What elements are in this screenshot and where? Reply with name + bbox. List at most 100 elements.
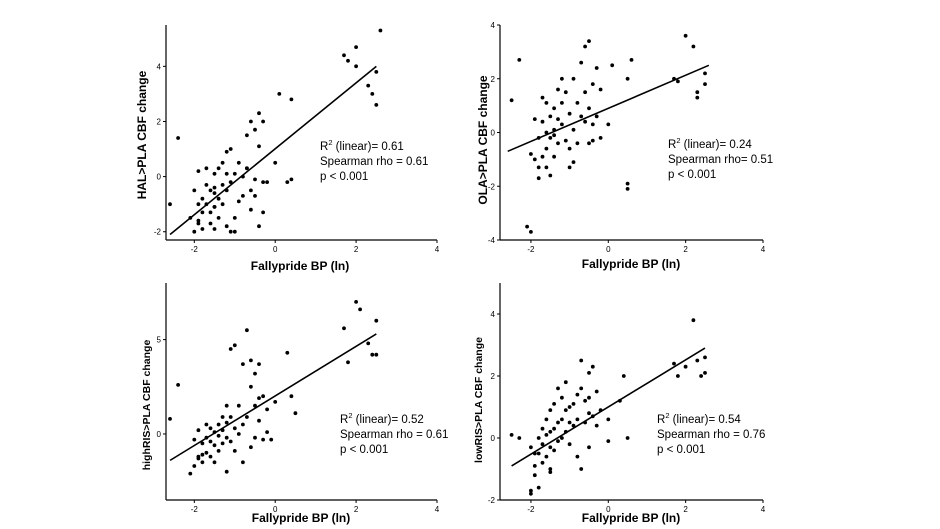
ola-r2-label: R — [668, 139, 676, 151]
ola-data-point — [598, 136, 603, 140]
highris-data-point — [212, 460, 217, 465]
hal-data-point — [354, 45, 358, 49]
ola-data-point — [560, 122, 564, 127]
lowris-data-point — [571, 402, 576, 406]
hal-x-tick-label: 4 — [435, 245, 440, 254]
lowris-data-point — [509, 433, 514, 437]
highris-data-point — [253, 403, 257, 408]
lowris-data-point — [571, 423, 576, 428]
hal-data-point — [236, 199, 241, 204]
lowris-data-point — [529, 488, 533, 493]
hal-data-point — [196, 221, 201, 226]
highris-data-point — [196, 428, 201, 433]
hal-x-tick-label: 0 — [273, 245, 278, 254]
ola-ticks: -2 0 2 4 -4 -2 0 2 4 — [488, 21, 766, 254]
highris-data-point — [265, 430, 269, 434]
highris-data-point — [346, 360, 350, 365]
ola-data-point — [594, 114, 599, 119]
lowris-rho-text: Spearman rho = 0.76 — [657, 429, 765, 441]
highris-data-point — [200, 441, 205, 446]
panel-highris: -2 0 2 4 0 5 Fallypride BP (ln) highRIS>PLA C… — [141, 283, 448, 525]
highris-data-point — [204, 422, 209, 427]
hal-data-point — [257, 111, 261, 116]
lowris-data-point — [560, 436, 564, 440]
ola-data-point — [575, 101, 580, 105]
hal-data-point — [228, 229, 233, 234]
hal-data-point — [200, 196, 205, 201]
ola-data-point — [583, 90, 587, 95]
highris-data-point — [224, 420, 229, 425]
hal-data-point — [253, 177, 257, 182]
panel-hal: -2 0 2 4 -2 0 2 4 Fallypride BP (ln) HAL>PLA CB… — [135, 25, 440, 273]
ola-data-point — [563, 90, 568, 95]
ola-data-point — [567, 165, 572, 170]
lowris-x-tick-label: -2 — [527, 505, 535, 514]
lowris-data-point — [587, 395, 591, 400]
ola-data-point — [552, 154, 556, 159]
hal-data-point — [192, 229, 197, 234]
ola-data-point — [529, 230, 533, 234]
hal-y-tick-label: 4 — [157, 62, 162, 71]
hal-data-point — [212, 171, 217, 176]
hal-data-point — [200, 210, 205, 215]
ola-r2-text: R2 (linear)= 0.24 — [668, 136, 752, 151]
ola-fit-line — [507, 64, 710, 153]
lowris-data-point — [672, 361, 676, 366]
ola-data-point — [625, 187, 630, 191]
highris-data-point — [208, 426, 213, 431]
highris-x-tick-label: 2 — [354, 505, 359, 514]
lowris-data-point — [567, 420, 572, 425]
lowris-data-point — [590, 364, 595, 369]
hal-data-point — [249, 188, 253, 193]
hal-data-point — [245, 166, 249, 171]
hal-data-point — [265, 180, 269, 185]
highris-data-point — [249, 445, 253, 450]
ola-data-point — [560, 101, 564, 105]
highris-data-point — [253, 435, 257, 440]
ola-data-point — [544, 146, 549, 151]
hal-data-point — [236, 160, 241, 165]
ola-data-point — [606, 122, 611, 127]
hal-data-point — [261, 119, 265, 124]
highris-data-point — [232, 426, 237, 431]
highris-p-text: p < 0.001 — [340, 444, 388, 456]
ola-data-point — [691, 44, 696, 49]
ola-data-point — [552, 106, 556, 111]
hal-data-point — [261, 210, 265, 215]
lowris-data-point — [552, 402, 556, 406]
ola-data-point — [525, 224, 529, 229]
ola-data-point — [625, 181, 630, 186]
ola-data-point — [590, 138, 595, 143]
ola-data-point — [579, 114, 584, 119]
ola-data-point — [567, 146, 572, 151]
hal-data-point — [354, 64, 358, 69]
highris-r2-exp: 2 — [348, 411, 352, 420]
lowris-data-point — [548, 445, 553, 450]
hal-data-point — [212, 185, 217, 190]
lowris-data-point — [529, 491, 533, 496]
highris-data-point — [273, 400, 278, 404]
hal-data-point — [228, 147, 233, 151]
lowris-data-point — [587, 371, 591, 375]
lowris-data-point — [552, 426, 556, 431]
ola-data-point — [590, 122, 595, 127]
highris-data-point — [241, 460, 245, 465]
hal-x-tick-label: -2 — [191, 245, 199, 254]
lowris-y-axis-title: lowRIS>PLA CBF change — [473, 337, 485, 463]
ola-data-point — [587, 106, 591, 111]
highris-data-point — [374, 318, 379, 323]
lowris-data-point — [579, 358, 584, 363]
highris-data-point — [241, 422, 245, 427]
highris-x-tick-label: 4 — [435, 505, 440, 514]
hal-data-point — [220, 160, 225, 165]
hal-ticks: -2 0 2 4 -2 0 2 4 — [154, 62, 440, 254]
hal-data-point — [212, 205, 217, 209]
hal-data-point — [285, 180, 290, 185]
hal-r2-label: R — [320, 141, 328, 153]
highris-y-axis-title: highRIS>PLA CBF change — [141, 340, 153, 471]
highris-rho-text: Spearman rho = 0.61 — [340, 429, 448, 441]
lowris-data-point — [625, 436, 630, 440]
ola-data-point — [556, 117, 560, 121]
hal-data-point — [224, 149, 229, 154]
highris-data-point — [188, 471, 193, 476]
